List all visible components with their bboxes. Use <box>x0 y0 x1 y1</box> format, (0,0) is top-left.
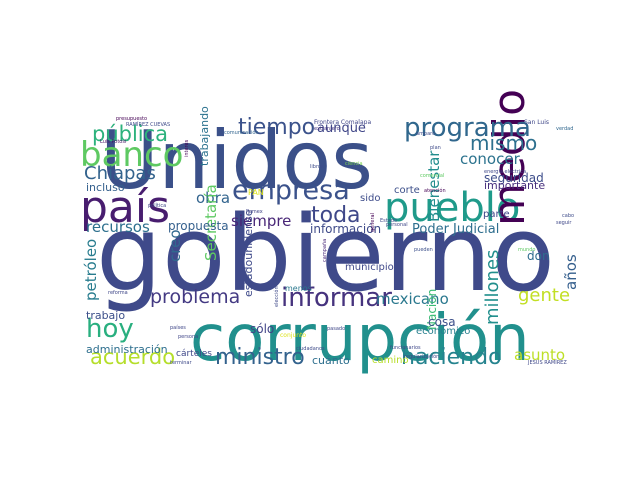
cloud-word: extranjero <box>314 126 340 132</box>
cloud-word: sólo <box>250 322 274 336</box>
cloud-word: cosa <box>428 315 456 329</box>
cloud-word: estadounidense <box>242 209 255 297</box>
cloud-word: información <box>310 222 381 236</box>
cloud-word: cuánto <box>312 354 350 367</box>
cloud-word: ministro <box>215 345 305 370</box>
cloud-word: PAN <box>248 188 264 197</box>
cloud-word: pública <box>92 122 168 146</box>
cloud-word: pasado <box>327 326 345 332</box>
cloud-word: política <box>148 202 166 209</box>
cloud-word: medio <box>484 89 535 226</box>
cloud-word: Estado <box>380 218 397 224</box>
cloud-word: Nación <box>425 289 439 330</box>
cloud-word: Unidos <box>100 114 373 207</box>
cloud-word: acuerdo <box>90 345 175 369</box>
cloud-word: conjunto <box>280 332 306 339</box>
cloud-word: cabo <box>562 213 574 219</box>
cloud-word: atención <box>424 187 446 194</box>
cloud-word: incluso <box>86 181 125 194</box>
cloud-word: programa <box>404 113 531 143</box>
cloud-word: pueden <box>414 247 433 253</box>
cloud-word: San Luis <box>524 119 549 126</box>
cloud-word: gobierno <box>96 193 555 315</box>
cloud-word: informar <box>281 283 392 313</box>
cloud-word: trabajo <box>86 309 125 322</box>
cloud-word: corrupción <box>190 302 530 376</box>
cloud-word: amparo <box>416 131 435 137</box>
cloud-word: sido <box>360 193 380 204</box>
cloud-word: obra <box>196 189 230 207</box>
cloud-word: regularización <box>404 353 439 360</box>
cloud-word: países <box>170 324 186 331</box>
cloud-word: propuesta <box>168 219 229 233</box>
cloud-word: comunicación <box>224 129 259 136</box>
cloud-word: elección <box>273 286 280 307</box>
cloud-word: creo <box>166 230 184 263</box>
cloud-word: conocer <box>460 150 521 168</box>
cloud-word: toda <box>311 203 361 228</box>
cloud-word: energía eléctrica <box>484 168 526 175</box>
cloud-word: plan <box>430 145 441 151</box>
cloud-word: Pemex <box>246 209 263 215</box>
cloud-word: trabajando <box>198 106 211 166</box>
cloud-word: cárteles <box>176 349 212 359</box>
cloud-word: presupuesto <box>116 116 147 122</box>
cloud-word: campaña <box>322 239 328 262</box>
cloud-word: Chiapas <box>84 163 156 184</box>
cloud-word: hoy <box>86 314 134 344</box>
cloud-word: años <box>562 254 580 290</box>
cloud-word: seguir <box>556 220 572 226</box>
cloud-word: Secretaría <box>202 184 220 261</box>
cloud-word: JESÚS RAMÍREZ <box>527 359 567 366</box>
cloud-word: importante <box>484 179 545 192</box>
cloud-word: Frontera Comalapa <box>314 119 371 126</box>
cloud-word: RAMÍREZ CUEVAS <box>126 121 170 128</box>
cloud-word: camino <box>372 355 409 366</box>
cloud-word: ciencia <box>345 161 363 167</box>
cloud-word: corte <box>394 185 420 196</box>
cloud-word: Luis Potosí <box>100 138 127 145</box>
cloud-word: empresa <box>232 175 350 206</box>
cloud-word: comercial <box>420 173 444 179</box>
cloud-word: interés <box>183 139 190 157</box>
cloud-word: banco <box>80 135 183 175</box>
cloud-word: funcionarios <box>390 345 421 351</box>
cloud-word: ciudadanos <box>296 346 325 352</box>
cloud-word: menos <box>285 284 312 293</box>
cloud-word: mexicano <box>376 290 449 308</box>
cloud-word: problema <box>150 286 240 308</box>
cloud-word: económico <box>416 325 470 337</box>
cloud-word: verdad <box>556 126 573 132</box>
cloud-word: siempre <box>231 212 291 230</box>
cloud-word: terminar <box>170 360 192 366</box>
cloud-word: parte <box>483 209 510 220</box>
cloud-word: administración <box>86 343 168 356</box>
cloud-word: petróleo <box>82 239 100 301</box>
cloud-word: pueblo <box>384 185 520 231</box>
cloud-word: general <box>370 213 376 232</box>
cloud-word: país <box>80 182 170 233</box>
cloud-word: persona <box>178 334 198 340</box>
cloud-word: Poder Judicial <box>412 222 499 237</box>
cloud-word: reforma <box>108 290 128 296</box>
cloud-word: Bienestar <box>425 150 443 222</box>
cloud-word: gente <box>518 285 570 306</box>
cloud-word: millones <box>482 250 503 325</box>
cloud-word: personal <box>386 222 408 228</box>
cloud-word: tiempo <box>238 115 315 140</box>
cloud-word: aunque <box>317 121 366 136</box>
cloud-word: libros <box>310 164 324 170</box>
cloud-word: recursos <box>86 218 150 236</box>
cloud-word: haciendo <box>401 345 502 370</box>
cloud-word: mismo <box>470 131 537 155</box>
cloud-word: asunto <box>514 346 565 364</box>
cloud-word: don <box>527 249 550 263</box>
cloud-word: mundo <box>518 247 535 253</box>
cloud-word: seguridad <box>484 171 544 185</box>
cloud-word: municipio <box>345 262 394 273</box>
